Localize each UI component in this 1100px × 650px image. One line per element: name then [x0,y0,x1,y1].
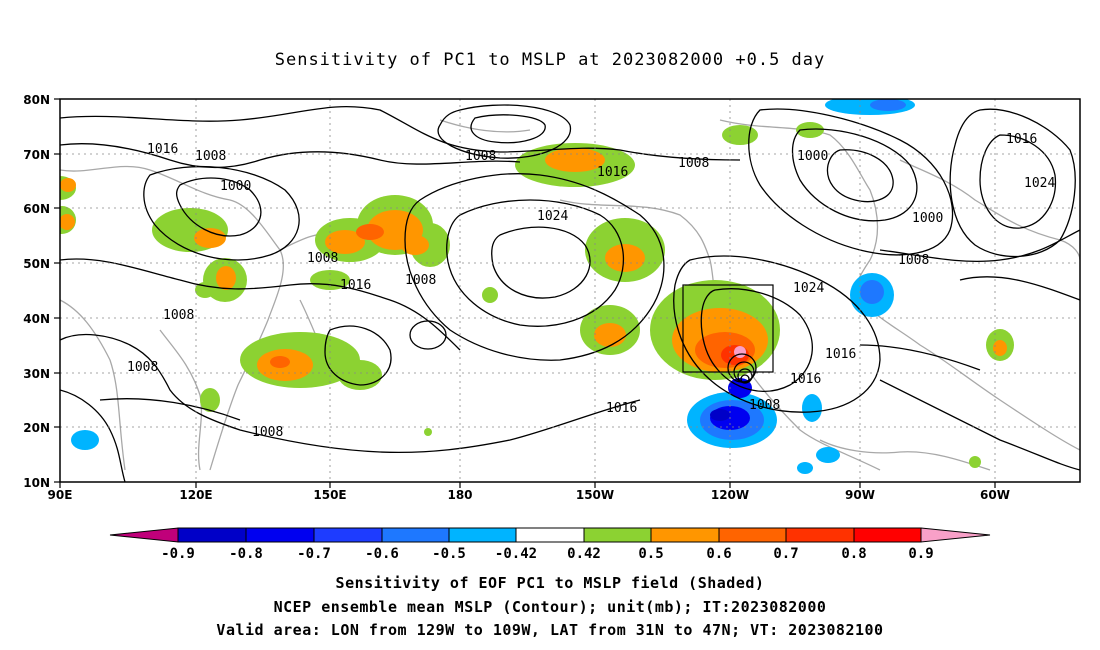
colorbar-label: 0.42 [567,546,601,562]
contour-label: 1008 [405,273,436,288]
graticule [60,99,1080,482]
contour-label: 1008 [195,149,226,164]
contour-label: 1016 [340,278,371,293]
contour-label: 1008 [127,360,158,375]
contour-label: 1024 [537,209,568,224]
colorbar-cell [650,527,720,543]
mslp-contours [60,104,1080,482]
contour-label: 1024 [1024,176,1055,191]
contour-label: 1016 [790,372,821,387]
caption-line-3: Valid area: LON from 129W to 109W, LAT f… [216,621,884,639]
lon-label: 120W [711,488,749,502]
lat-label: 30N [23,367,50,381]
colorbar-cell [718,527,787,543]
colorbar-label: -0.8 [229,546,263,562]
contour-label: 1008 [749,398,780,413]
colorbar-label: -0.42 [495,546,537,562]
lat-label: 20N [23,421,50,435]
figure-title: Sensitivity of PC1 to MSLP at 2023082000… [274,50,826,70]
positive-shading [60,122,1014,468]
map-frame [59,98,1081,483]
lon-label: 150E [313,488,346,502]
colorbar-label: 0.8 [841,546,866,562]
negative-shading [71,99,915,474]
lat-label: 60N [23,202,50,216]
contour-label: 1000 [912,211,943,226]
colorbar-cell [853,527,922,543]
valid-area-box [682,284,774,373]
latitude-labels: 80N 70N 60N 50N 40N 30N 20N 10N [23,93,50,490]
colorbar [109,527,991,543]
colorbar-label: -0.9 [161,546,195,562]
contour-labels: 1016 1008 1000 1008 1016 1024 1008 1000 … [127,132,1055,440]
lat-label: 10N [23,476,50,490]
contour-label: 1000 [220,179,251,194]
colorbar-label: -0.7 [297,546,331,562]
colorbar-labels: -0.9 -0.8 -0.7 -0.6 -0.5 -0.42 0.42 0.5 … [161,546,934,562]
longitude-labels: 90E 120E 150E 180 150W 120W 90W 60W [48,488,1010,502]
colorbar-neg-arrow [109,527,179,543]
colorbar-cell [381,527,450,543]
contour-label: 1016 [597,165,628,180]
colorbar-label: -0.5 [432,546,466,562]
caption-line-2: NCEP ensemble mean MSLP (Contour); unit(… [273,598,827,616]
colorbar-cell [515,527,585,543]
colorbar-label: 0.7 [773,546,798,562]
lat-label: 70N [23,148,50,162]
lat-label: 80N [23,93,50,107]
contour-label: 1016 [606,401,637,416]
lon-label: 120E [179,488,212,502]
contour-label: 1024 [793,281,824,296]
colorbar-label: 0.9 [908,546,933,562]
contour-label: 1008 [307,251,338,266]
colorbar-label: -0.6 [365,546,399,562]
colorbar-label: 0.5 [638,546,663,562]
colorbar-cell [245,527,315,543]
colorbar-cell [177,527,247,543]
contour-label: 1008 [163,308,194,323]
lon-label: 150W [576,488,614,502]
contour-label: 1008 [678,156,709,171]
contour-label: 1016 [1006,132,1037,147]
colorbar-cell [313,527,383,543]
lon-label: 180 [447,488,472,502]
tick-marks [54,98,996,488]
lon-label: 60W [980,488,1010,502]
contour-label: 1016 [147,142,178,157]
colorbar-cell [583,527,652,543]
colorbar-cell [785,527,855,543]
contour-label: 1008 [252,425,283,440]
lat-label: 50N [23,257,50,271]
lon-label: 90E [48,488,73,502]
contour-label: 1016 [825,347,856,362]
caption-line-1: Sensitivity of EOF PC1 to MSLP field (Sh… [335,574,765,592]
colorbar-label: 0.6 [706,546,731,562]
contour-label: 1000 [797,149,828,164]
lat-label: 40N [23,312,50,326]
contour-label: 1008 [898,253,929,268]
contour-label: 1008 [465,149,496,164]
colorbar-pos-arrow [920,527,991,543]
lon-label: 90W [845,488,875,502]
colorbar-cell [448,527,517,543]
